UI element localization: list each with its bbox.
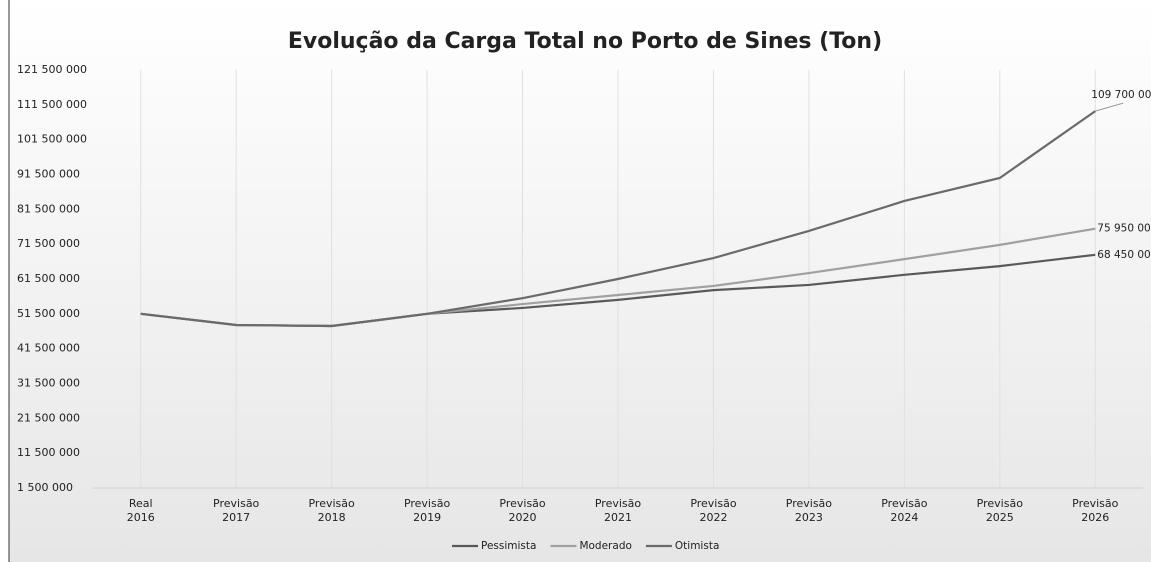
x-tick-label: Previsão 2020 — [499, 497, 546, 524]
y-tick-label: 1 500 000 — [17, 481, 73, 494]
y-tick-label: 11 500 000 — [17, 446, 80, 459]
y-tick-label: 61 500 000 — [17, 272, 80, 285]
data-label: 68 450 000 — [1097, 249, 1151, 261]
y-tick-label: 101 500 000 — [17, 133, 87, 146]
y-tick-label: 41 500 000 — [17, 342, 80, 355]
y-tick-label: 51 500 000 — [17, 307, 80, 320]
y-tick-label: 121 500 000 — [17, 63, 87, 76]
background — [9, 0, 1151, 562]
x-tick-label: Previsão 2017 — [213, 497, 260, 524]
x-tick-label: Previsão 2022 — [690, 497, 737, 524]
y-tick-label: 91 500 000 — [17, 168, 80, 181]
x-tick-label: Previsão 2019 — [403, 497, 451, 524]
leader-line — [1095, 102, 1124, 112]
y-tick-label: 31 500 000 — [17, 377, 80, 390]
x-tick-label: Previsão 2026 — [1072, 497, 1119, 524]
legend-label: Otimista — [675, 540, 719, 552]
chart-title: Evolução da Carga Total no Porto de Sine… — [288, 29, 882, 54]
x-tick-label: Previsão 2025 — [976, 497, 1023, 524]
x-tick-label: Previsão 2023 — [785, 497, 833, 524]
data-label: 75 950 000 — [1097, 223, 1151, 235]
data-label: 109 700 000 — [1091, 89, 1151, 101]
y-tick-label: 111 500 000 — [17, 98, 87, 111]
y-tick-label: 71 500 000 — [17, 237, 80, 250]
y-tick-label: 21 500 000 — [17, 411, 80, 424]
series-line — [140, 110, 1096, 328]
x-tick-label: Previsão 2024 — [881, 497, 928, 524]
x-tick-label: Previsão 2021 — [594, 497, 642, 524]
y-tick-label: 81 500 000 — [17, 202, 80, 215]
legend-label: Moderado — [579, 540, 631, 552]
legend-label: Pessimista — [481, 540, 536, 552]
x-tick-label: Previsão 2018 — [308, 497, 355, 524]
x-tick-label: Real 2016 — [126, 497, 155, 524]
